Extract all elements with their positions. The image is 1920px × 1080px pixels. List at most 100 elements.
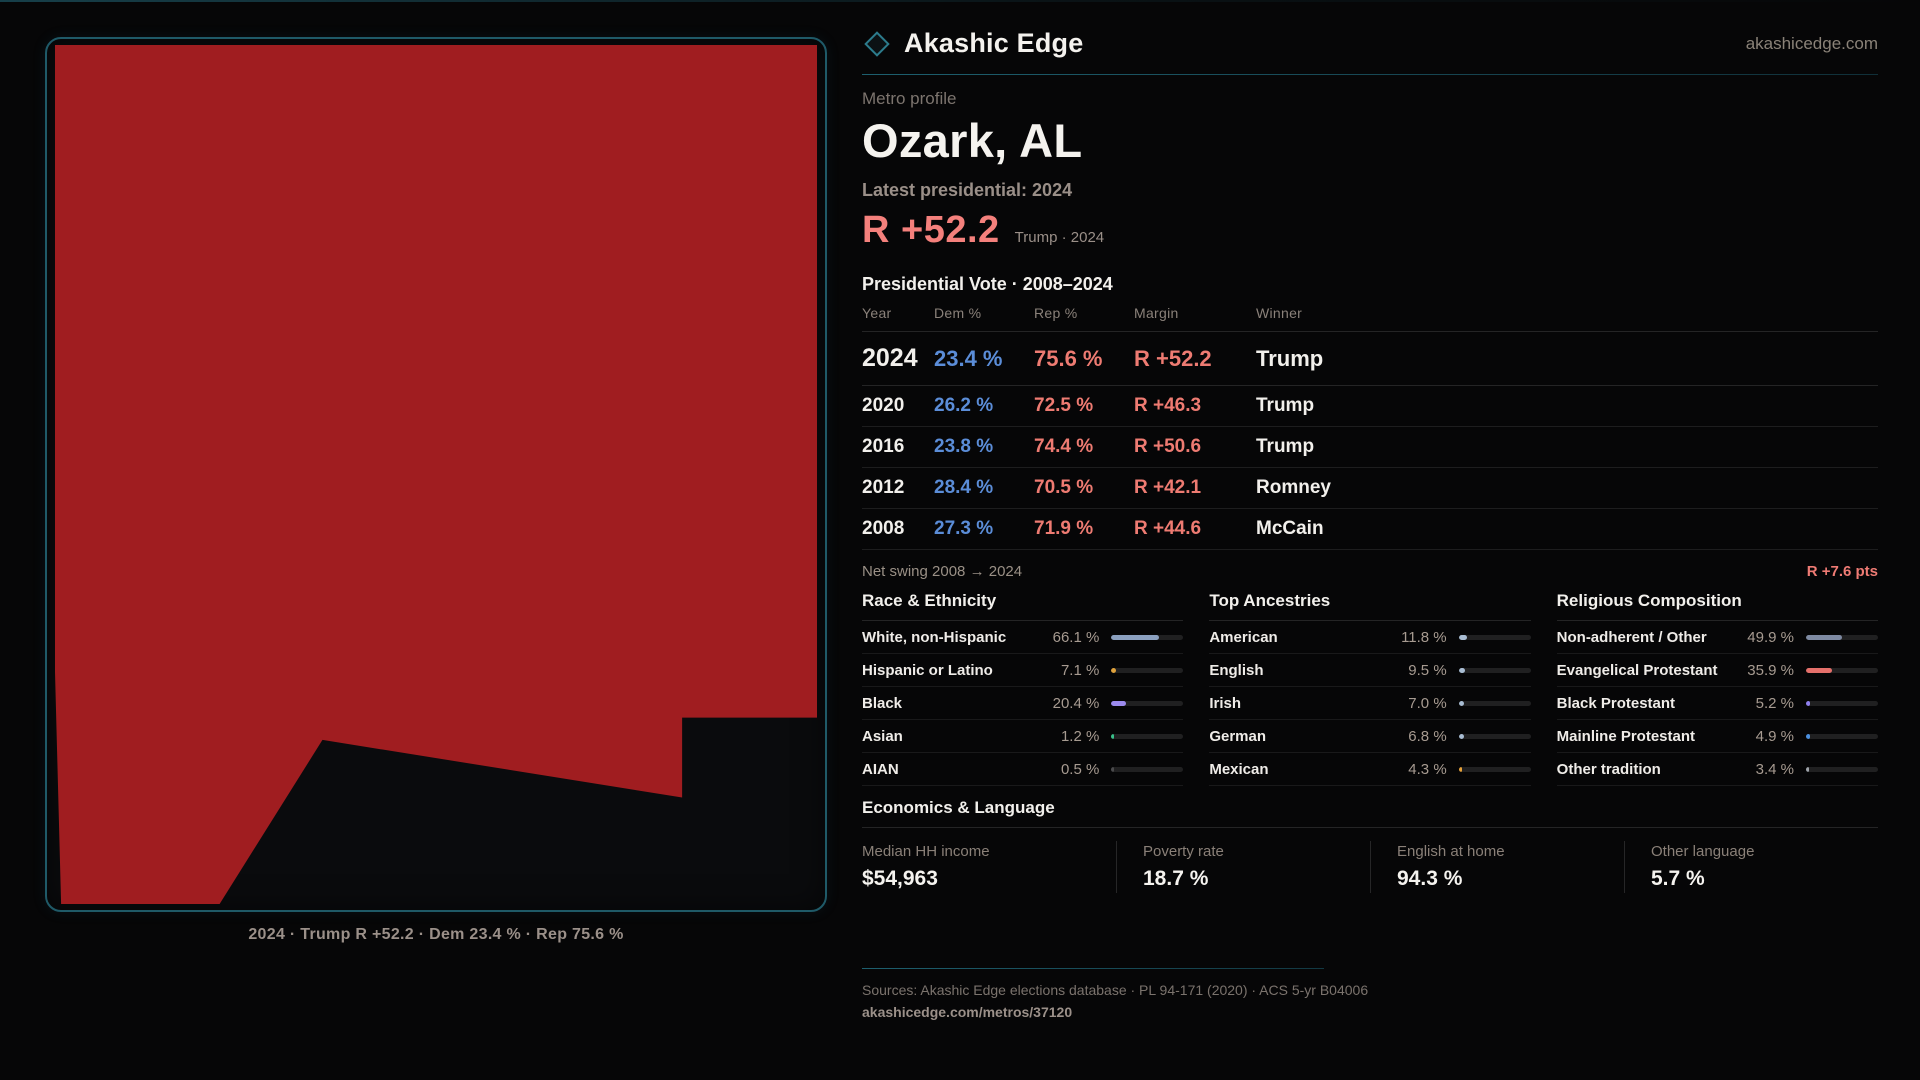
item-value: 11.8 % [1401,628,1447,646]
item-bar-track [1806,700,1878,706]
demographics-column: Religious Composition Non-adherent / Othe… [1556,591,1878,786]
list-item: Asian 1.2 % [862,720,1184,753]
item-value: 35.9 % [1747,661,1794,679]
item-bar-track [1806,667,1878,673]
table-row: 2008 27.3 % 71.9 % R +44.6 McCain [862,509,1878,550]
col-margin: Margin [1134,305,1179,321]
item-bar-track [1111,700,1184,706]
item-bar-fill [1806,634,1842,640]
col-winner: Winner [1256,305,1303,321]
economics-stats: Median HH income $54,963 Poverty rate 18.7 … [862,828,1878,906]
cell-year: 2024 [862,344,918,372]
cell-dem-pct: 28.4 % [934,477,994,498]
item-label: Mainline Protestant [1556,727,1696,745]
demographics-section: Race & Ethnicity White, non-Hispanic 66.1 … [862,591,1878,786]
item-value: 66.1 % [1052,628,1100,646]
item-label: American [1209,628,1278,646]
table-row: 2012 28.4 % 70.5 % R +42.1 Romney [862,468,1878,509]
cell-margin: R +42.1 [1134,477,1202,498]
brand-name: Akashic Edge [904,28,1084,58]
stat-cell: Other language 5.7 % [1624,841,1878,893]
item-label: Non-adherent / Other [1556,628,1707,646]
cell-winner: McCain [1256,518,1324,539]
cell-winner: Trump [1256,395,1315,416]
stat-value: $54,963 [862,867,938,890]
item-value: 5.2 % [1755,694,1794,712]
item-bar-track [1806,634,1878,640]
col-rep: Rep % [1034,305,1078,321]
map-caption: 2024 · Trump R +52.2 · Dem 23.4 % · Rep … [248,926,624,943]
item-bar-fill [1458,667,1466,673]
item-bar-track [1111,766,1184,772]
footer-divider [862,968,1324,969]
cell-rep-pct: 71.9 % [1034,518,1094,539]
county-polygon [55,45,817,904]
item-label: Irish [1209,694,1242,712]
item-bar-track [1458,667,1531,673]
list-item: Black 20.4 % [862,687,1184,720]
cell-winner: Romney [1256,477,1331,498]
item-label: Black Protestant [1556,694,1676,712]
item-value: 49.9 % [1747,628,1794,646]
section-heading: Top Ancestries [1209,591,1531,621]
item-bar-fill [1111,733,1115,739]
item-bar-track [1111,634,1184,640]
brand-domain-link[interactable]: akashicedge.com [1745,33,1878,53]
table-row: 2024 23.4 % 75.6 % R +52.2 Trump [862,332,1878,386]
item-label: Hispanic or Latino [862,661,993,679]
list-item: Non-adherent / Other 49.9 % [1556,621,1878,654]
item-bar-fill [1458,700,1464,706]
latest-presidential-label: Latest presidential: 2024 [862,180,1073,200]
cell-rep-pct: 75.6 % [1034,346,1103,371]
item-bar-fill [1806,733,1810,739]
cell-year: 2008 [862,518,905,539]
headline-caption: Trump · 2024 [1014,229,1105,246]
section-heading: Religious Composition [1556,591,1878,621]
permalink[interactable]: akashicedge.com/metros/37120 [862,1004,1073,1020]
cell-margin: R +46.3 [1134,395,1202,416]
vote-table-header: Year Dem % Rep % Margin Winner [862,305,1878,332]
item-bar-track [1806,766,1878,772]
list-item: Irish 7.0 % [1209,687,1531,720]
item-value: 0.5 % [1060,760,1100,778]
item-value: 4.3 % [1408,760,1447,778]
item-value: 3.4 % [1755,760,1794,778]
item-bar-fill [1806,766,1809,772]
cell-rep-pct: 70.5 % [1034,477,1094,498]
list-item: AIAN 0.5 % [862,753,1184,786]
list-item: White, non-Hispanic 66.1 % [862,621,1184,654]
item-label: English [1209,661,1264,679]
stat-cell: Poverty rate 18.7 % [1116,841,1370,893]
item-bar-fill [1806,700,1810,706]
cell-rep-pct: 74.4 % [1034,436,1094,457]
headline-margin-value: R +52.2 [862,209,1000,251]
cell-dem-pct: 23.4 % [934,346,1003,371]
item-bar-track [1458,634,1531,640]
county-map-panel [45,37,827,912]
sources-line: Sources: Akashic Edge elections database… [862,982,1369,998]
stat-label: English at home [1397,843,1505,860]
list-item: Black Protestant 5.2 % [1556,687,1878,720]
list-item: Mainline Protestant 4.9 % [1556,720,1878,753]
list-item: English 9.5 % [1209,654,1531,687]
item-label: Mexican [1209,760,1269,778]
cell-winner: Trump [1256,346,1324,371]
stat-label: Other language [1651,843,1755,860]
cell-year: 2016 [862,436,905,457]
item-bar-fill [1806,667,1832,673]
item-label: White, non-Hispanic [862,628,1007,646]
item-label: Evangelical Protestant [1556,661,1718,679]
economics-heading: Economics & Language [862,798,1878,828]
stat-cell: English at home 94.3 % [1370,841,1624,893]
cell-margin: R +50.6 [1134,436,1202,457]
item-bar-fill [1111,700,1127,706]
item-value: 1.2 % [1060,727,1100,745]
demographics-column: Race & Ethnicity White, non-Hispanic 66.1 … [862,591,1184,786]
item-bar-fill [1458,733,1464,739]
item-value: 4.9 % [1755,727,1794,745]
list-item: Hispanic or Latino 7.1 % [862,654,1184,687]
list-item: Other tradition 3.4 % [1556,753,1878,786]
item-bar-fill [1111,634,1159,640]
item-label: Other tradition [1556,760,1661,778]
stat-value: 5.7 % [1651,867,1705,890]
